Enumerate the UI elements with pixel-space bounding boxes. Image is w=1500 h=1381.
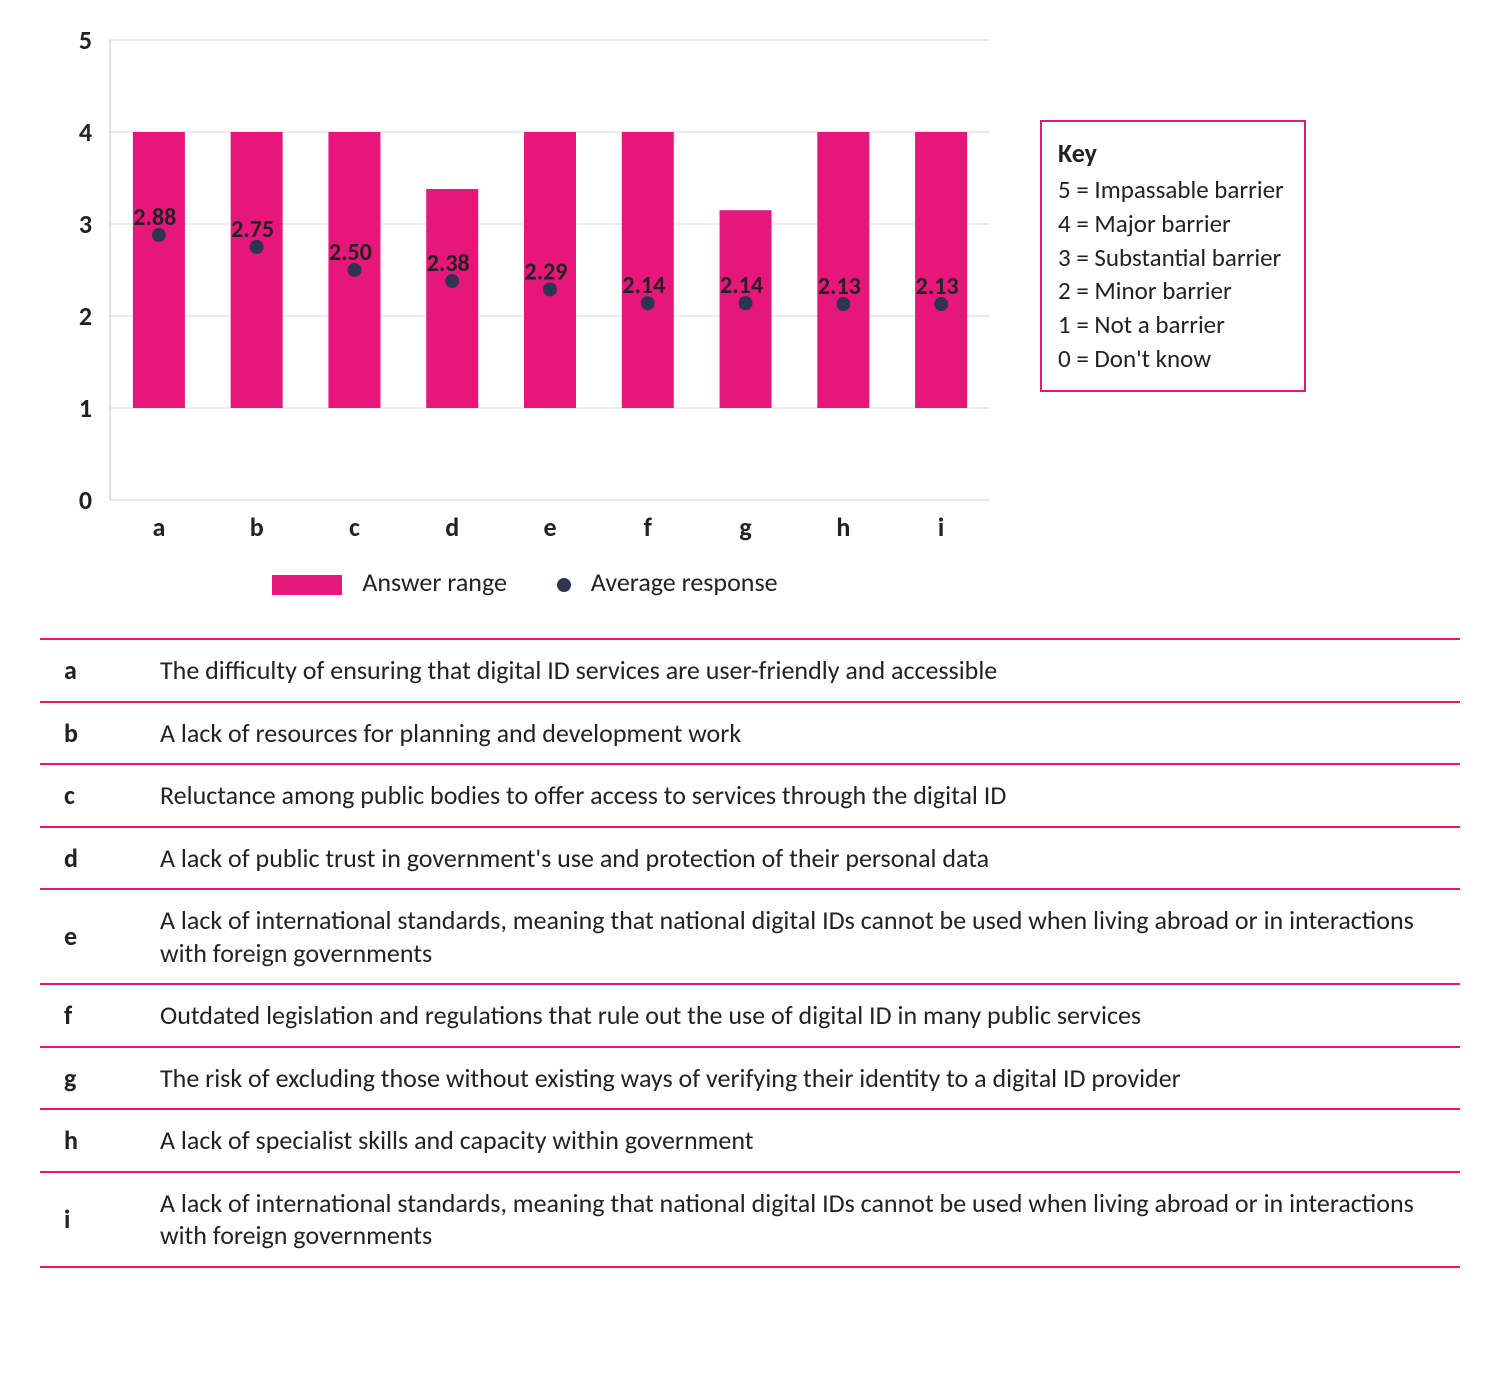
table-row: dA lack of public trust in government's … bbox=[40, 827, 1460, 890]
legend-range-label: Answer range bbox=[362, 566, 507, 598]
key-item: 5 = Impassable barrier bbox=[1058, 173, 1284, 207]
key-title: Key bbox=[1058, 136, 1284, 171]
avg-label: 2.88 bbox=[133, 203, 176, 232]
definition-letter: d bbox=[40, 827, 150, 890]
legend-avg-dot bbox=[557, 578, 571, 592]
key-item: 4 = Major barrier bbox=[1058, 207, 1284, 241]
x-tick-label: c bbox=[349, 511, 360, 543]
key-item: 1 = Not a barrier bbox=[1058, 308, 1284, 342]
key-items: 5 = Impassable barrier4 = Major barrier3… bbox=[1058, 173, 1284, 376]
definition-text: A lack of public trust in government's u… bbox=[150, 827, 1460, 890]
definition-letter: b bbox=[40, 702, 150, 765]
bar-chart: 0 1 2 3 4 5 2.88 a 2.75 b 2.50 c 2.38 d 2.29 e 2.14 f 2.14… bbox=[40, 30, 1010, 560]
definition-text: Reluctance among public bodies to offer … bbox=[150, 764, 1460, 827]
bar bbox=[133, 132, 185, 408]
avg-label: 2.14 bbox=[622, 271, 665, 300]
legend-avg-label: Average response bbox=[591, 566, 778, 598]
legend-avg: Average response bbox=[557, 566, 778, 598]
y-tick-label: 5 bbox=[79, 30, 92, 56]
definition-text: A lack of international standards, meani… bbox=[150, 889, 1460, 984]
table-row: aThe difficulty of ensuring that digital… bbox=[40, 639, 1460, 702]
definition-text: The risk of excluding those without exis… bbox=[150, 1047, 1460, 1110]
x-tick-label: d bbox=[445, 511, 459, 543]
definition-letter: e bbox=[40, 889, 150, 984]
bar bbox=[426, 189, 478, 408]
bar bbox=[915, 132, 967, 408]
definition-text: The difficulty of ensuring that digital … bbox=[150, 639, 1460, 702]
key-item: 0 = Don't know bbox=[1058, 342, 1284, 376]
x-tick-label: a bbox=[152, 511, 165, 543]
definition-letter: c bbox=[40, 764, 150, 827]
table-row: eA lack of international standards, mean… bbox=[40, 889, 1460, 984]
key-item: 3 = Substantial barrier bbox=[1058, 241, 1284, 275]
definition-text: A lack of specialist skills and capacity… bbox=[150, 1109, 1460, 1172]
bar bbox=[231, 132, 283, 408]
definition-text: Outdated legislation and regulations tha… bbox=[150, 984, 1460, 1047]
y-tick-label: 3 bbox=[79, 208, 92, 240]
bar bbox=[622, 132, 674, 408]
x-tick-label: i bbox=[938, 511, 944, 543]
chart-container: 0 1 2 3 4 5 2.88 a 2.75 b 2.50 c 2.38 d 2.29 e 2.14 f 2.14… bbox=[40, 30, 1010, 598]
avg-label: 2.14 bbox=[720, 271, 763, 300]
avg-label: 2.29 bbox=[525, 257, 568, 286]
definitions-table: aThe difficulty of ensuring that digital… bbox=[40, 638, 1460, 1268]
definition-text: A lack of resources for planning and dev… bbox=[150, 702, 1460, 765]
avg-label: 2.13 bbox=[818, 272, 861, 301]
table-row: cReluctance among public bodies to offer… bbox=[40, 764, 1460, 827]
definition-letter: i bbox=[40, 1172, 150, 1267]
definition-text: A lack of international standards, meani… bbox=[150, 1172, 1460, 1267]
legend-range: Answer range bbox=[272, 566, 506, 598]
key-item: 2 = Minor barrier bbox=[1058, 274, 1284, 308]
y-tick-label: 2 bbox=[79, 300, 92, 332]
definition-letter: h bbox=[40, 1109, 150, 1172]
avg-label: 2.75 bbox=[231, 215, 274, 244]
avg-label: 2.38 bbox=[427, 249, 470, 278]
y-tick-label: 4 bbox=[79, 116, 92, 148]
key-box: Key 5 = Impassable barrier4 = Major barr… bbox=[1040, 120, 1306, 392]
avg-label: 2.13 bbox=[916, 272, 959, 301]
x-tick-label: e bbox=[543, 511, 556, 543]
legend-range-swatch bbox=[272, 575, 342, 595]
bar bbox=[817, 132, 869, 408]
y-tick-label: 1 bbox=[79, 392, 92, 424]
definition-letter: f bbox=[40, 984, 150, 1047]
table-row: fOutdated legislation and regulations th… bbox=[40, 984, 1460, 1047]
avg-label: 2.50 bbox=[329, 238, 372, 267]
definition-letter: g bbox=[40, 1047, 150, 1110]
x-tick-label: b bbox=[250, 511, 264, 543]
definition-letter: a bbox=[40, 639, 150, 702]
table-row: bA lack of resources for planning and de… bbox=[40, 702, 1460, 765]
table-row: iA lack of international standards, mean… bbox=[40, 1172, 1460, 1267]
x-tick-label: g bbox=[739, 511, 752, 543]
x-tick-label: f bbox=[644, 511, 653, 543]
top-row: 0 1 2 3 4 5 2.88 a 2.75 b 2.50 c 2.38 d 2.29 e 2.14 f 2.14… bbox=[40, 30, 1460, 598]
chart-legend: Answer range Average response bbox=[40, 566, 1010, 598]
table-row: hA lack of specialist skills and capacit… bbox=[40, 1109, 1460, 1172]
y-tick-label: 0 bbox=[79, 484, 92, 516]
x-tick-label: h bbox=[836, 511, 850, 543]
table-row: gThe risk of excluding those without exi… bbox=[40, 1047, 1460, 1110]
